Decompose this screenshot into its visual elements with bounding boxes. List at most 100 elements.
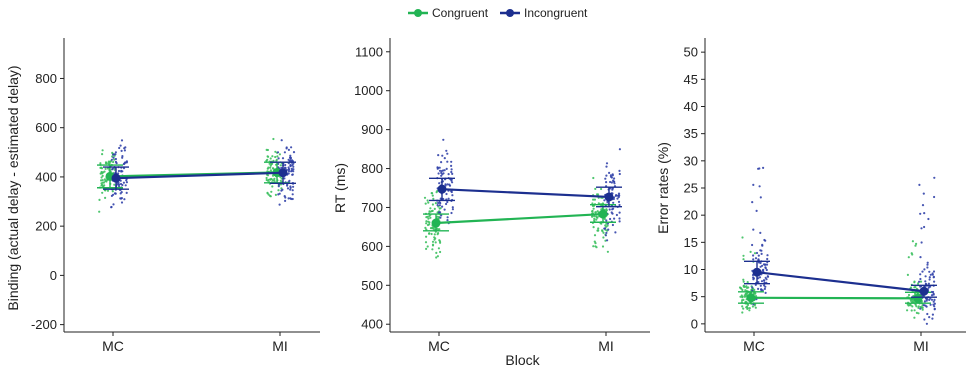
binding-participant-dot bbox=[273, 177, 276, 180]
binding-participant-dot bbox=[125, 191, 128, 194]
error-participant-dot bbox=[743, 295, 746, 298]
rt-participant-dot bbox=[431, 203, 434, 206]
rt-participant-dot bbox=[602, 231, 605, 234]
error-participant-dot bbox=[915, 242, 918, 245]
binding-participant-dot bbox=[107, 162, 110, 165]
error-ytick-label: 25 bbox=[684, 181, 698, 196]
error-participant-dot bbox=[932, 300, 935, 303]
rt-participant-dot bbox=[431, 243, 435, 246]
binding-participant-dot bbox=[271, 179, 274, 182]
error-participant-dot bbox=[923, 225, 926, 229]
binding-participant-dot bbox=[112, 156, 115, 159]
binding-participant-dot bbox=[111, 151, 114, 154]
error-participant-dot bbox=[917, 305, 920, 308]
error-participant-dot bbox=[914, 244, 917, 247]
rt-participant-dot bbox=[425, 247, 428, 250]
error-participant-dot bbox=[762, 166, 765, 169]
rt-participant-dot bbox=[436, 233, 439, 236]
binding-participant-dot bbox=[289, 188, 292, 191]
rt-participant-dot bbox=[442, 169, 445, 172]
rt-participant-dot bbox=[606, 250, 609, 253]
rt-participant-dot bbox=[426, 199, 429, 202]
error-ytick-label: 30 bbox=[684, 153, 698, 168]
error-participant-dot bbox=[766, 257, 769, 261]
rt-participant-dot bbox=[605, 219, 608, 222]
error-participant-dot bbox=[759, 265, 762, 268]
error-participant-dot bbox=[745, 286, 749, 289]
error-participant-dot bbox=[746, 307, 749, 310]
error-participant-dot bbox=[907, 256, 910, 259]
binding-participant-dot bbox=[110, 194, 113, 197]
error-participant-dot bbox=[925, 299, 928, 302]
rt-participant-dot bbox=[617, 192, 621, 195]
rt-participant-dot bbox=[445, 192, 448, 196]
binding-participant-dot bbox=[119, 182, 123, 186]
rt-participant-dot bbox=[594, 211, 597, 214]
rt-participant-dot bbox=[613, 217, 616, 220]
binding-participant-dot bbox=[114, 192, 117, 195]
binding-participant-dot bbox=[287, 168, 291, 171]
error-participant-dot bbox=[748, 309, 751, 312]
error-participant-dot bbox=[933, 176, 936, 179]
binding-participant-dot bbox=[284, 163, 287, 167]
binding-participant-dot bbox=[291, 189, 294, 192]
binding-participant-dot bbox=[276, 155, 279, 158]
error-participant-dot bbox=[918, 280, 921, 283]
error-participant-dot bbox=[906, 273, 909, 276]
binding-participant-dot bbox=[285, 147, 288, 150]
rt-participant-dot bbox=[603, 199, 606, 202]
binding-participant-dot bbox=[287, 170, 291, 173]
error-participant-dot bbox=[929, 273, 932, 276]
rt-participant-dot bbox=[431, 240, 435, 243]
binding-participant-dot bbox=[101, 153, 104, 156]
rt-participant-dot bbox=[610, 181, 613, 184]
rt-participant-dot bbox=[446, 219, 449, 222]
rt-participant-dot bbox=[441, 154, 444, 157]
error-participant-dot bbox=[931, 272, 934, 275]
error-participant-dot bbox=[929, 303, 932, 306]
rt-participant-dot bbox=[431, 248, 434, 251]
rt-participant-dot bbox=[445, 202, 448, 206]
binding-participant-dot bbox=[290, 146, 293, 149]
error-participant-dot bbox=[754, 283, 757, 286]
error-participant-dot bbox=[763, 263, 767, 266]
rt-participant-dot bbox=[593, 217, 596, 220]
rt-participant-dot bbox=[605, 231, 608, 234]
binding-participant-dot bbox=[290, 167, 293, 170]
error-participant-dot bbox=[753, 252, 757, 255]
rt-participant-dot bbox=[431, 194, 434, 197]
binding-participant-dot bbox=[278, 153, 281, 156]
binding-participant-dot bbox=[284, 196, 287, 199]
binding-participant-dot bbox=[104, 161, 108, 164]
error-participant-dot bbox=[932, 293, 935, 296]
error-participant-dot bbox=[933, 307, 936, 310]
error-participant-dot bbox=[910, 252, 913, 255]
error-participant-dot bbox=[754, 295, 758, 298]
rt-participant-dot bbox=[425, 235, 428, 238]
binding-participant-dot bbox=[123, 161, 127, 164]
rt-participant-dot bbox=[438, 169, 442, 172]
binding-participant-dot bbox=[283, 151, 286, 154]
rt-participant-dot bbox=[433, 236, 436, 239]
error-participant-dot bbox=[759, 196, 762, 199]
error-participant-dot bbox=[752, 276, 755, 279]
binding-participant-dot bbox=[125, 181, 128, 184]
rt-mean-point bbox=[604, 192, 614, 202]
binding-participant-dot bbox=[279, 179, 282, 182]
rt-participant-dot bbox=[611, 173, 614, 176]
binding-participant-dot bbox=[102, 181, 106, 184]
error-participant-dot bbox=[919, 277, 922, 281]
binding-xtick-label: MI bbox=[272, 338, 288, 354]
binding-participant-dot bbox=[114, 151, 117, 154]
error-participant-dot bbox=[764, 291, 767, 294]
rt-participant-dot bbox=[608, 208, 611, 211]
error-participant-dot bbox=[923, 212, 926, 215]
error-participant-dot bbox=[757, 281, 760, 284]
rt-participant-dot bbox=[594, 242, 597, 245]
rt-participant-dot bbox=[601, 229, 604, 232]
error-participant-dot bbox=[752, 254, 755, 257]
rt-participant-dot bbox=[450, 211, 453, 215]
error-congruent-line bbox=[750, 296, 919, 300]
error-participant-dot bbox=[919, 280, 923, 283]
error-ytick-label: 45 bbox=[684, 72, 698, 87]
